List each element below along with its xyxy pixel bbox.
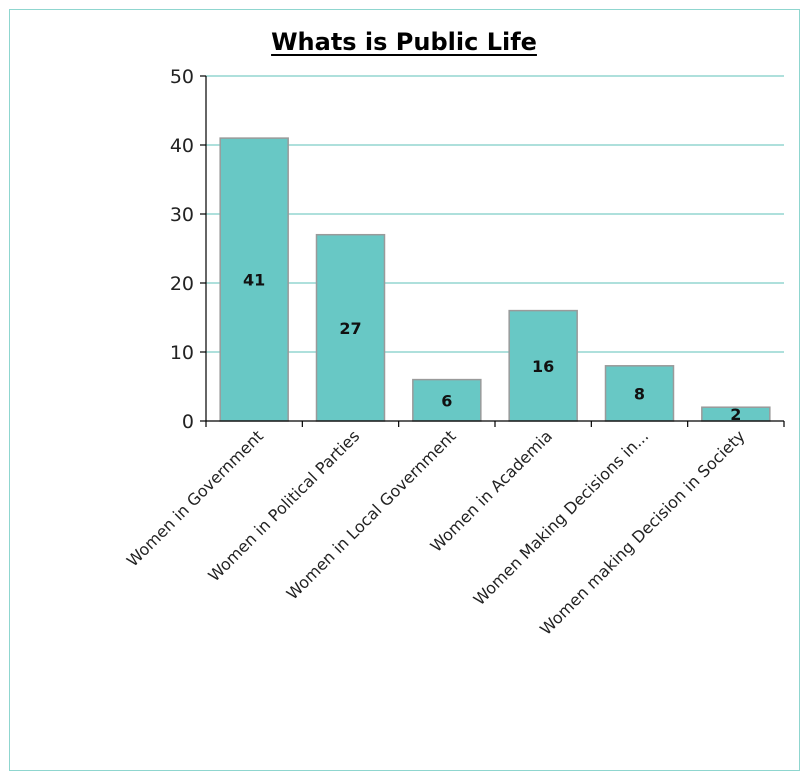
y-tick-label: 40 [170,135,194,157]
y-tick-label: 0 [182,411,194,433]
category-label: Women Making Decisions in... [470,426,653,609]
bar-1 [315,233,386,422]
bar-3 [508,309,578,422]
category-label: Women in Local Government [283,426,460,603]
chart-frame: Whats is Public Life 0 10 20 30 40 50 41 27 6 16 8… [9,9,800,771]
chart-title: Whats is Public Life [271,28,537,56]
value-label: 27 [339,319,361,338]
value-label: 2 [730,405,741,424]
y-tick-label: 50 [170,66,194,88]
y-tick-label: 30 [170,204,194,226]
value-label: 41 [243,271,265,290]
value-label: 8 [634,384,645,403]
bar-4 [604,365,675,422]
bar-2 [412,378,482,422]
y-tick-label: 10 [170,342,194,364]
category-label: Women in Political Parties [204,426,363,585]
category-label: Women making Decision in Society [536,426,748,638]
value-label: 16 [532,357,554,376]
value-label: 6 [441,391,452,410]
bar-0 [219,137,289,422]
y-tick-label: 20 [170,273,194,295]
